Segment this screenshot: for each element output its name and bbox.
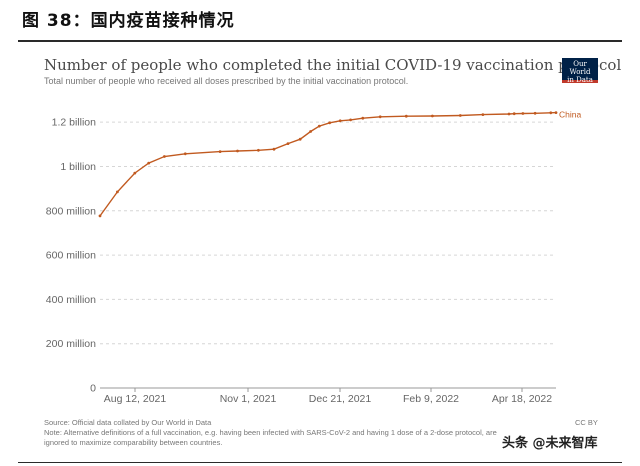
data-point	[236, 149, 239, 153]
data-point	[431, 114, 434, 118]
top-rule	[18, 40, 622, 42]
x-tick-label: Feb 9, 2022	[403, 393, 459, 405]
y-tick-label: 400 million	[46, 294, 96, 306]
x-tick-label: Nov 1, 2021	[220, 393, 277, 405]
y-tick-label: 200 million	[46, 338, 96, 350]
bottom-rule	[18, 462, 622, 463]
x-tick-label: Dec 21, 2021	[309, 393, 372, 405]
data-point	[286, 142, 290, 146]
footnote-line2: ignored to maximize comparability betwee…	[44, 438, 223, 447]
data-point	[328, 121, 332, 125]
data-point	[147, 161, 151, 165]
data-point	[298, 137, 302, 141]
y-tick-label: 1 billion	[60, 161, 96, 173]
y-tick-label: 800 million	[46, 205, 96, 217]
data-point	[512, 112, 516, 116]
data-point	[272, 147, 276, 151]
watermark: 头条 @未来智库	[500, 432, 600, 451]
data-point	[549, 111, 553, 115]
data-point	[507, 112, 511, 116]
data-point	[361, 116, 365, 120]
footnote-line1: Note: Alternative definitions of a full …	[44, 428, 497, 437]
figure-caption: 图 38：国内疫苗接种情况	[22, 11, 235, 31]
y-tick-label: 1.2 billion	[52, 117, 97, 129]
data-point	[338, 119, 342, 123]
license-label: CC BY	[575, 418, 598, 427]
owid-logo-line1: Our World	[569, 60, 591, 76]
data-point	[163, 155, 166, 158]
data-point	[218, 150, 222, 154]
owid-logo-line2: in Data	[567, 76, 593, 84]
data-point	[481, 113, 485, 116]
chart-subtitle: Total number of people who received all …	[44, 76, 409, 86]
data-point	[309, 130, 312, 133]
data-point	[554, 111, 558, 114]
source-note: Source: Official data collated by Our Wo…	[44, 418, 212, 427]
data-point	[349, 118, 352, 122]
x-tick-label: Aug 12, 2021	[104, 393, 167, 405]
data-point	[458, 114, 462, 117]
data-point	[378, 115, 382, 119]
data-point	[317, 124, 321, 128]
y-tick-label: 600 million	[46, 250, 96, 262]
figure-header: 图 38：国内疫苗接种情况	[22, 8, 618, 38]
data-point	[183, 152, 187, 156]
series-line-china	[99, 111, 557, 217]
data-point	[521, 112, 525, 115]
owid-logo[interactable]: Our World in Data	[562, 58, 598, 84]
data-point	[98, 214, 102, 218]
data-point	[533, 111, 537, 115]
data-point	[257, 148, 260, 152]
series-label: China	[559, 110, 581, 120]
chart-title: Number of people who completed the initi…	[44, 56, 622, 74]
data-point	[116, 190, 119, 194]
data-point	[404, 114, 408, 118]
y-tick-label: 0	[90, 383, 96, 395]
x-tick-label: Apr 18, 2022	[492, 393, 552, 405]
data-point	[133, 171, 137, 175]
